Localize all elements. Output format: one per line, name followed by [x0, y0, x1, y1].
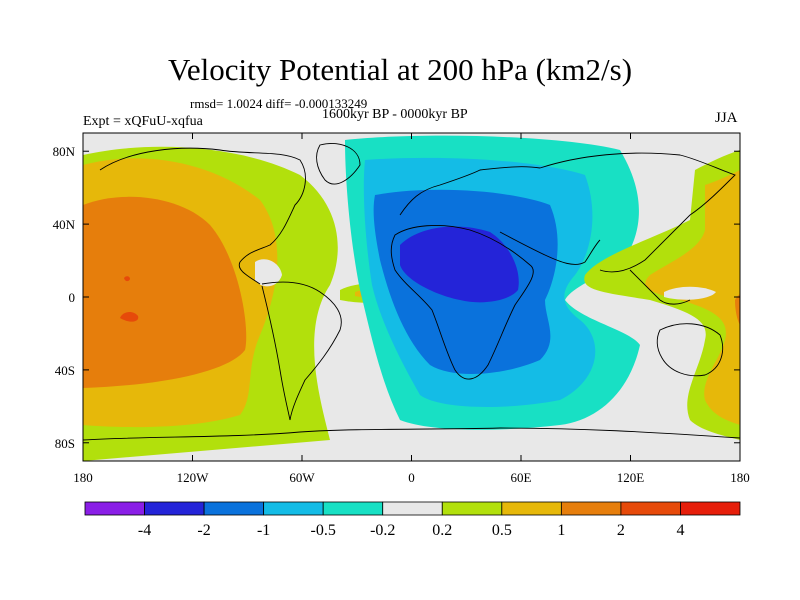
coast-south-america-west [261, 285, 291, 421]
y-tick-label: 0 [69, 290, 76, 305]
chart-title: Velocity Potential at 200 hPa (km2/s) [167, 52, 633, 87]
coast-asia [539, 152, 736, 273]
coast-greenland [316, 143, 361, 185]
tick-labels: 180 120W 60W 0 60E 120E 180 80N 40N 0 40S 80S [53, 144, 750, 485]
contour-2-pacific-west-small [124, 276, 130, 282]
y-tick-label: 40S [55, 363, 75, 378]
x-tick-label: 120E [617, 470, 645, 485]
colorbar-label: -0.2 [370, 522, 395, 539]
colorbar-labels: -4 -2 -1 -0.5 -0.2 0.2 0.5 1 2 4 [138, 522, 685, 539]
colorbar-label: -4 [138, 522, 151, 539]
contour-neutral-philippines [664, 286, 716, 300]
colorbar-label: 0.2 [432, 522, 452, 539]
x-tick-label: 60E [511, 470, 532, 485]
colorbar-label: -1 [257, 522, 270, 539]
colorbar-swatch [501, 501, 562, 516]
colorbar-swatch [560, 501, 622, 516]
coast-europe [399, 166, 541, 216]
contour-1-pacific-west [83, 196, 247, 388]
colorbar-swatch [144, 501, 205, 516]
x-tick-label: 0 [408, 470, 415, 485]
colorbar-swatch [620, 501, 681, 516]
colorbar-swatch [382, 501, 443, 516]
colorbar-swatch [263, 501, 324, 516]
stats-label: rmsd= 1.0024 diff= -0.000133249 [190, 96, 368, 111]
x-tick-label: 120W [177, 470, 210, 485]
x-tick-label: 180 [73, 470, 93, 485]
tick-lines [82, 133, 741, 461]
colorbar-label: 4 [676, 522, 684, 539]
contour-field [83, 133, 740, 461]
coast-australia [656, 323, 724, 377]
contour--2 [400, 226, 519, 303]
coast-arabia-india [499, 231, 601, 265]
colorbar-label: 2 [617, 522, 625, 539]
colorbar [84, 501, 741, 516]
period-label: 1600kyr BP - 0000kyr BP [322, 107, 468, 122]
experiment-label: Expt = xQFuU-xqfua [83, 114, 203, 129]
colorbar-swatch [441, 501, 503, 516]
x-tick-label: 60W [289, 470, 315, 485]
x-tick-label: 180 [730, 470, 750, 485]
coast-africa [390, 225, 534, 380]
colorbar-label: 0.5 [492, 522, 512, 539]
coast-north-america [99, 147, 306, 285]
coast-southeast-asia [629, 269, 691, 305]
contour-2-pacific-west [120, 312, 139, 322]
y-tick-label: 80S [55, 436, 75, 451]
colorbar-swatch [203, 501, 265, 516]
y-tick-label: 80N [53, 144, 76, 159]
coast-antarctica [83, 427, 740, 441]
colorbar-swatch [680, 501, 741, 516]
coastlines [83, 143, 740, 441]
season-label: JJA [715, 110, 738, 126]
contour-neutral-caribbean [255, 259, 282, 287]
colorbar-label: -2 [197, 522, 210, 539]
coast-south-america [261, 281, 342, 421]
colorbar-label: 1 [557, 522, 565, 539]
colorbar-label: -0.5 [311, 522, 336, 539]
colorbar-swatch [84, 501, 145, 516]
colorbar-swatch [322, 501, 384, 516]
y-tick-label: 40N [53, 217, 76, 232]
contour-1-pacific-east [735, 294, 740, 325]
